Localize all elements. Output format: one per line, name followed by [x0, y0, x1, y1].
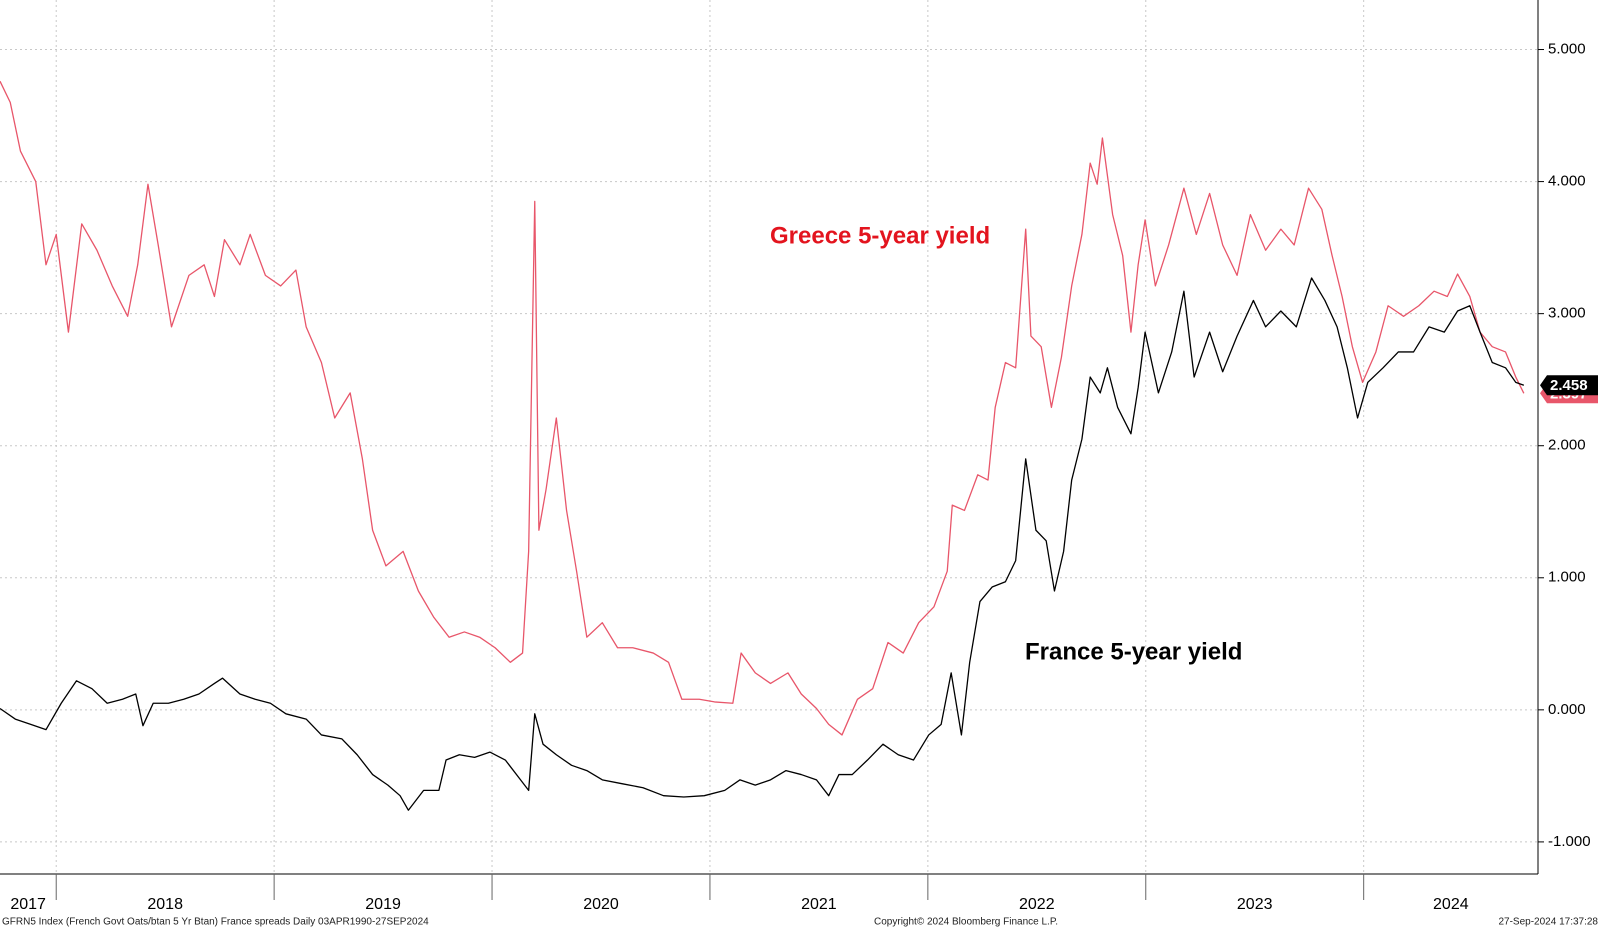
- footer-left: GFRN5 Index (French Govt Oats/btan 5 Yr …: [2, 917, 429, 928]
- y-tick-label: 1.000: [1548, 569, 1586, 586]
- series-line: [0, 277, 1525, 811]
- grid-layer: [0, 0, 1538, 874]
- line-layer: [0, 80, 1525, 811]
- annotation-france: France 5-year yield: [1025, 638, 1242, 665]
- y-tick-label: 5.000: [1548, 40, 1586, 57]
- footer-center: Copyright© 2024 Bloomberg Finance L.P.: [874, 917, 1058, 928]
- y-tick-label: 2.000: [1548, 437, 1586, 454]
- x-tick-label: 2018: [147, 896, 183, 913]
- footer-right: 27-Sep-2024 17:37:28: [1498, 917, 1598, 928]
- y-tick-label: 4.000: [1548, 173, 1586, 190]
- last-value-label: 2.458: [1550, 377, 1588, 394]
- x-tick-label: 2021: [801, 896, 837, 913]
- x-tick-label: 2019: [365, 896, 401, 913]
- x-tick-label: 2022: [1019, 896, 1055, 913]
- series-line: [0, 80, 1525, 736]
- x-tick-label: 2024: [1433, 896, 1469, 913]
- annotation-greece: Greece 5-year yield: [770, 222, 990, 249]
- y-tick-label: 0.000: [1548, 701, 1586, 718]
- last-value-box: [1540, 375, 1598, 396]
- x-tick-label: 2017: [10, 896, 46, 913]
- x-tick-label: 2023: [1237, 896, 1273, 913]
- y-tick-label: -1.000: [1548, 833, 1591, 850]
- x-tick-label: 2020: [583, 896, 619, 913]
- y-tick-label: 3.000: [1548, 305, 1586, 322]
